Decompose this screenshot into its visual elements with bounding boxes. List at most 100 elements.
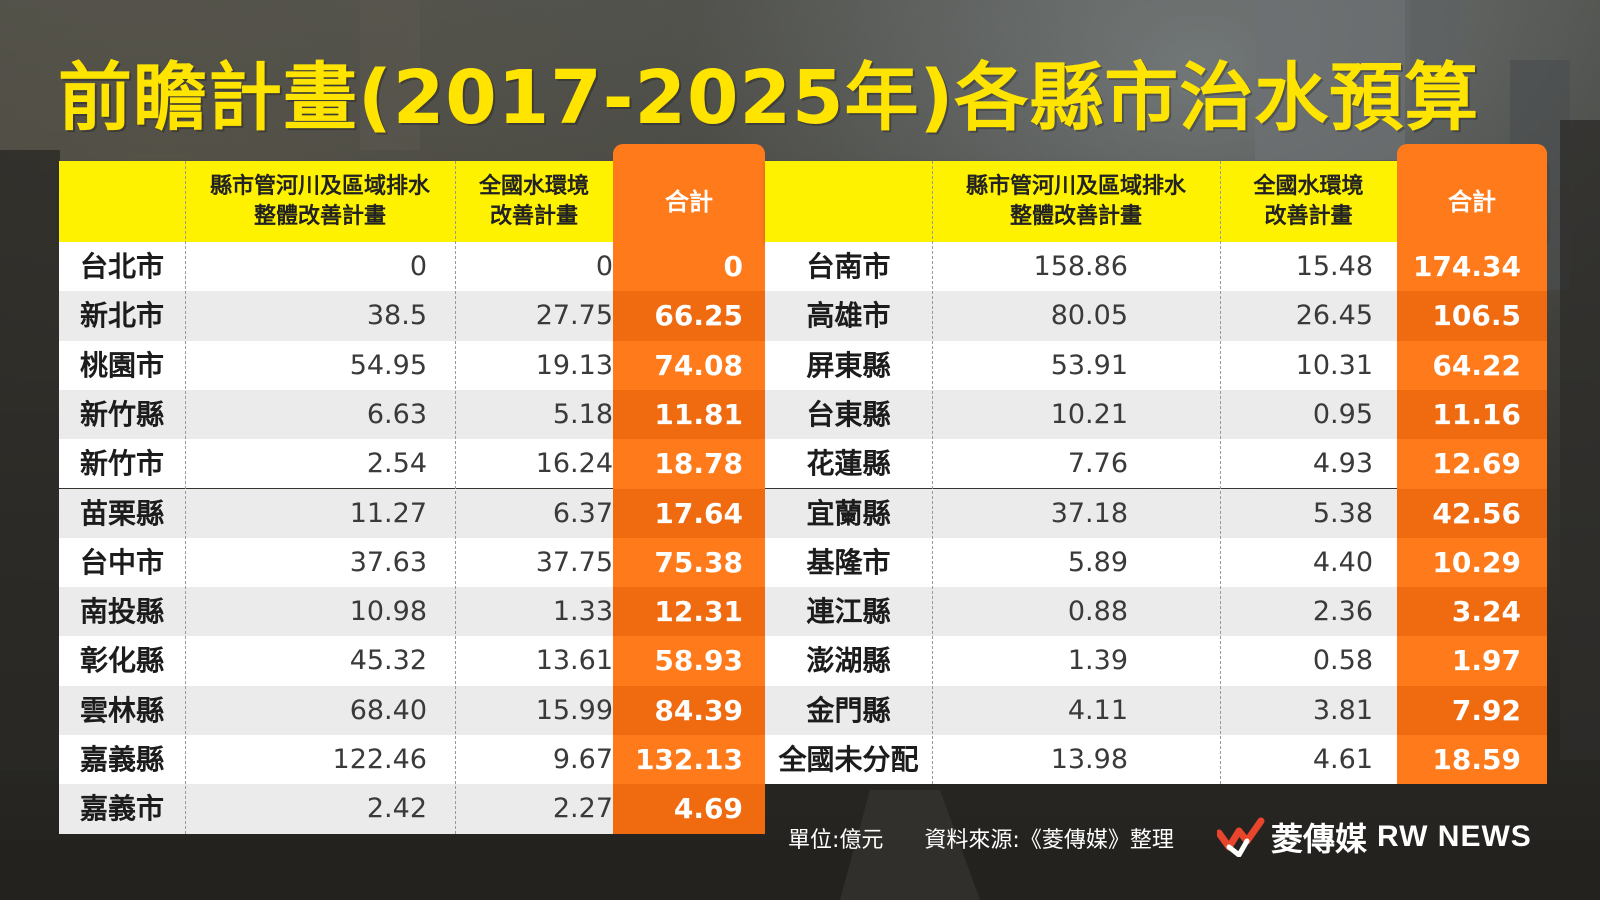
table-row: 新北市 38.5 27.75 66.25 <box>59 291 765 341</box>
total-cell-bg <box>1397 291 1547 341</box>
total-cell-bg <box>1397 685 1547 735</box>
total-cell-bg <box>613 735 765 785</box>
region-name: 南投縣 <box>79 595 164 629</box>
total-cell-bg <box>613 685 765 735</box>
table-row: 南投縣 10.98 1.33 12.31 <box>59 587 765 637</box>
header-name <box>765 161 932 242</box>
river-drainage-value: 45.32 <box>349 645 427 677</box>
river-drainage-value: 68.40 <box>349 694 427 726</box>
total-value: 174.34 <box>1412 250 1521 283</box>
total-cell-bg <box>613 389 765 440</box>
unit-note: 單位:億元 <box>788 828 884 853</box>
total-cell-bg <box>1397 389 1547 440</box>
header-water-environment-plan: 全國水環境 改善計畫 <box>478 173 589 229</box>
table-footer: 單位:億元 資料來源:《菱傳媒》整理 <box>788 822 1208 854</box>
region-name: 高雄市 <box>806 299 891 333</box>
region-name: 嘉義市 <box>79 792 164 826</box>
logo-text-cn: 菱傳媒 <box>1271 820 1368 858</box>
table-row: 金門縣 4.11 3.81 7.92 <box>765 685 1547 735</box>
water-environment-value: 6.37 <box>552 497 613 529</box>
region-name: 雲林縣 <box>79 693 164 727</box>
river-drainage-value: 158.86 <box>1033 251 1128 282</box>
total-cell-bg <box>1397 439 1547 489</box>
table-row: 雲林縣 68.40 15.99 84.39 <box>59 685 765 735</box>
region-name: 彰化縣 <box>79 644 164 678</box>
table-row: 屏東縣 53.91 10.31 64.22 <box>765 340 1547 390</box>
river-drainage-value: 4.11 <box>1067 694 1128 726</box>
total-value: 1.97 <box>1451 644 1521 678</box>
water-environment-value: 9.67 <box>552 744 613 775</box>
river-drainage-value: 54.95 <box>349 349 427 381</box>
table-row: 台南市 158.86 15.48 174.34 <box>765 242 1547 292</box>
total-value: 12.31 <box>654 595 743 629</box>
table-row: 基隆市 5.89 4.40 10.29 <box>765 537 1547 588</box>
water-environment-value: 5.18 <box>552 398 613 430</box>
total-value: 12.69 <box>1432 447 1521 481</box>
region-name: 宜蘭縣 <box>806 496 891 530</box>
water-environment-value: 0.58 <box>1312 645 1373 677</box>
table-row: 新竹縣 6.63 5.18 11.81 <box>59 389 765 440</box>
table-row: 台東縣 10.21 0.95 11.16 <box>765 389 1547 440</box>
total-value: 42.56 <box>1432 496 1521 530</box>
total-cell-bg <box>613 784 765 834</box>
water-environment-value: 1.33 <box>552 596 613 628</box>
total-cell-bg <box>1397 340 1547 390</box>
region-name: 嘉義縣 <box>79 743 164 776</box>
water-environment-value: 19.13 <box>535 349 613 381</box>
region-name: 台北市 <box>79 250 164 283</box>
water-environment-value: 0 <box>595 251 613 282</box>
water-environment-value: 4.40 <box>1312 546 1373 578</box>
total-value: 75.38 <box>654 545 743 579</box>
total-cell-bg <box>1397 636 1547 686</box>
river-drainage-value: 2.54 <box>366 448 427 480</box>
page-title: 前瞻計畫(2017-2025年)各縣市治水預算 <box>58 55 1480 141</box>
total-cell-bg <box>613 636 765 686</box>
rw-news-logo-icon <box>1217 817 1265 857</box>
water-environment-value: 13.61 <box>535 645 613 677</box>
total-value: 7.92 <box>1451 693 1521 727</box>
total-cell-bg <box>613 537 765 588</box>
river-drainage-value: 11.27 <box>349 497 427 529</box>
total-cell-bg <box>613 488 765 538</box>
total-value: 18.78 <box>654 447 743 481</box>
header-name <box>59 161 185 242</box>
total-cell-bg <box>613 291 765 341</box>
header-water-environment-plan: 全國水環境 改善計畫 <box>1253 173 1364 229</box>
table-row: 宜蘭縣 37.18 5.38 42.56 <box>765 488 1547 538</box>
total-value: 0 <box>723 250 743 283</box>
water-environment-value: 26.45 <box>1295 300 1373 332</box>
river-drainage-value: 0.88 <box>1067 596 1128 628</box>
water-environment-value: 3.81 <box>1312 694 1373 726</box>
river-drainage-value: 53.91 <box>1050 349 1128 381</box>
total-value: 17.64 <box>654 496 743 530</box>
table-row: 台中市 37.63 37.75 75.38 <box>59 537 765 588</box>
table-row: 澎湖縣 1.39 0.58 1.97 <box>765 636 1547 686</box>
water-environment-value: 2.36 <box>1312 596 1373 628</box>
region-name: 全國未分配 <box>778 743 919 776</box>
total-cell-bg <box>613 340 765 390</box>
river-drainage-value: 10.21 <box>1050 398 1128 430</box>
river-drainage-value: 80.05 <box>1050 300 1128 332</box>
water-environment-value: 4.93 <box>1312 448 1373 480</box>
table-row: 彰化縣 45.32 13.61 58.93 <box>59 636 765 686</box>
total-cell-bg <box>1397 587 1547 637</box>
river-drainage-value: 13.98 <box>1050 744 1128 775</box>
river-drainage-value: 2.42 <box>366 793 427 825</box>
total-cell-bg <box>613 439 765 489</box>
river-drainage-value: 37.18 <box>1050 497 1128 529</box>
column-divider <box>455 161 456 834</box>
region-name: 花蓮縣 <box>806 447 891 481</box>
region-name: 台中市 <box>79 545 164 579</box>
total-cell-bg <box>1397 735 1547 785</box>
header-total: 合計 <box>665 187 713 216</box>
table-row: 桃園市 54.95 19.13 74.08 <box>59 340 765 390</box>
river-drainage-value: 38.5 <box>366 300 427 332</box>
region-name: 台東縣 <box>806 397 891 431</box>
region-name: 新竹縣 <box>79 397 164 431</box>
header-river-drainage-plan: 縣市管河川及區域排水 整體改善計畫 <box>965 173 1186 229</box>
total-value: 64.22 <box>1432 348 1521 382</box>
region-name: 屏東縣 <box>806 348 891 382</box>
total-cell-bg <box>1397 537 1547 588</box>
total-value: 66.25 <box>654 299 743 333</box>
total-value: 18.59 <box>1432 743 1521 776</box>
